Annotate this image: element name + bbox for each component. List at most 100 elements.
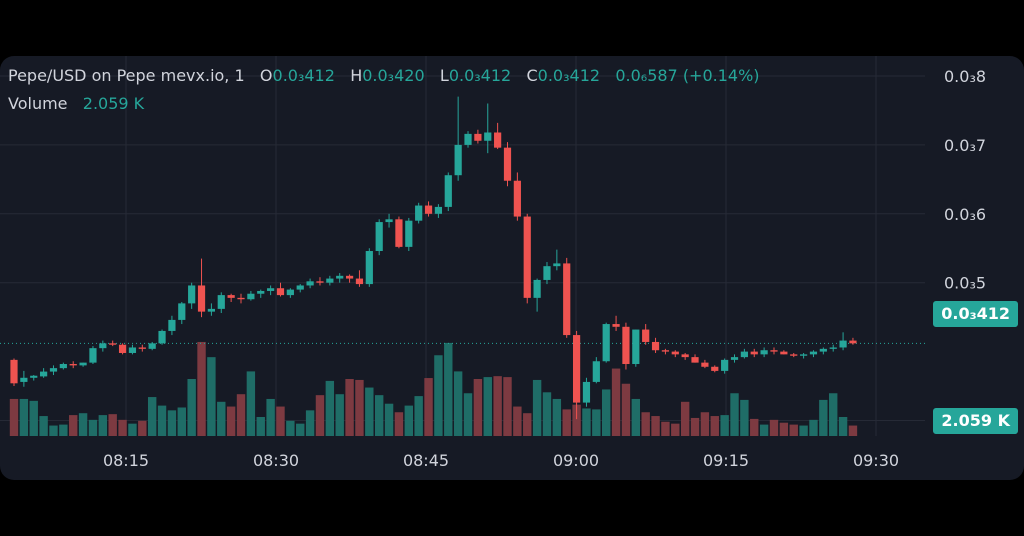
chart-window: 0.0₃80.0₃70.0₃60.0₃50.0₃308:1508:3008:45… (0, 56, 1024, 480)
x-tick-label: 09:15 (703, 451, 749, 470)
candle-body (385, 219, 393, 223)
candle-body (819, 348, 827, 352)
volume-bar (434, 355, 443, 436)
volume-bar (740, 399, 749, 436)
candle-body (257, 290, 265, 294)
volume-bar (503, 377, 512, 436)
candle-body (20, 377, 28, 382)
candle-body (494, 132, 502, 148)
volume-bar (246, 371, 256, 436)
volume-bar (799, 425, 808, 436)
candle-body (99, 343, 107, 349)
candle-body (79, 362, 87, 366)
volume-bar (621, 383, 631, 436)
volume-bar (720, 415, 729, 436)
volume-bar (631, 398, 641, 436)
candle-body (316, 281, 324, 283)
candle-body (681, 354, 689, 358)
y-tick-label: 0.0₃8 (944, 67, 986, 86)
volume-bar (779, 422, 789, 436)
x-tick-label: 08:30 (253, 451, 299, 470)
volume-bar (394, 412, 404, 436)
volume-bar (582, 408, 591, 436)
volume-bar (562, 409, 571, 436)
volume-bar (69, 415, 78, 436)
candle-body (642, 329, 650, 342)
candle-body (345, 275, 354, 279)
volume-bar (167, 410, 177, 436)
volume-bar (424, 378, 433, 436)
candle-body (326, 278, 334, 283)
candle-body (375, 222, 383, 252)
candle-body (207, 308, 215, 312)
candle-body (770, 350, 778, 352)
volume-bar (217, 401, 226, 436)
volume-bar (680, 401, 690, 436)
volume-bar (29, 400, 38, 436)
candle-body (49, 368, 58, 372)
candle-body (760, 350, 768, 355)
y-tick-label: 0.0₃5 (944, 274, 986, 293)
candle-body (237, 297, 245, 300)
volume-bar (493, 376, 502, 436)
candle-body (355, 278, 364, 285)
volume-bar (769, 419, 779, 436)
volume-label: Volume (8, 94, 68, 113)
candle-body (59, 364, 67, 369)
candle-body (424, 205, 433, 214)
volume-bar (266, 398, 275, 436)
volume-bar (789, 424, 798, 436)
candle-body (513, 180, 521, 217)
volume-bar (690, 417, 700, 436)
volume-bar (374, 395, 384, 436)
volume-bar (542, 392, 552, 436)
close-label: C (526, 66, 538, 85)
volume-bar (305, 410, 315, 436)
volume-bar (177, 407, 186, 436)
volume-bar (256, 417, 265, 436)
candle-body (849, 340, 857, 344)
candle-body (286, 289, 294, 296)
candle-body (227, 295, 235, 298)
volume-bar (118, 419, 127, 436)
volume-bar (483, 377, 492, 436)
volume-bar (226, 406, 236, 436)
volume-bar (651, 416, 660, 436)
candle-body (721, 359, 729, 371)
candle-body (780, 351, 788, 355)
price-chart[interactable]: 0.0₃80.0₃70.0₃60.0₃50.0₃308:1508:3008:45… (0, 56, 1024, 480)
candle-body (158, 330, 166, 344)
volume-bar (128, 423, 137, 436)
candle-body (800, 354, 808, 356)
volume-bar (819, 399, 828, 436)
volume-bar (463, 393, 473, 436)
volume-bar (838, 417, 848, 436)
candle-body (750, 351, 758, 355)
volume-bar (59, 424, 68, 436)
volume-badge: 2.059 K (933, 408, 1018, 434)
candle-body (651, 341, 660, 351)
candle-body (632, 329, 640, 365)
volume-bar (187, 379, 196, 436)
volume-bar (9, 398, 19, 436)
volume-bar (157, 405, 167, 436)
candle-body (434, 206, 443, 214)
candle-body (336, 275, 344, 279)
candle-body (306, 281, 314, 286)
candle-body (217, 295, 225, 309)
volume-bar (759, 424, 769, 436)
candle-body (128, 347, 137, 353)
open-label: O (259, 66, 273, 85)
symbol-label: Pepe/USD on Pepe mevx.io, 1 (8, 66, 245, 85)
x-tick-label: 08:45 (403, 451, 449, 470)
candle-body (296, 285, 304, 290)
volume-bar (710, 416, 719, 436)
volume-bar (78, 413, 88, 436)
volume-legend: Volume 2.059 K (8, 94, 144, 113)
ohlc-legend: Pepe/USD on Pepe mevx.io, 1 O0.0₃412 H0.… (8, 66, 760, 85)
change-value: 0.0₆587 (+0.14%) (615, 66, 760, 85)
candle-body (188, 285, 196, 304)
volume-bar (641, 412, 650, 436)
volume-bar (404, 405, 413, 436)
high-value: 0.0₃420 (362, 66, 425, 85)
